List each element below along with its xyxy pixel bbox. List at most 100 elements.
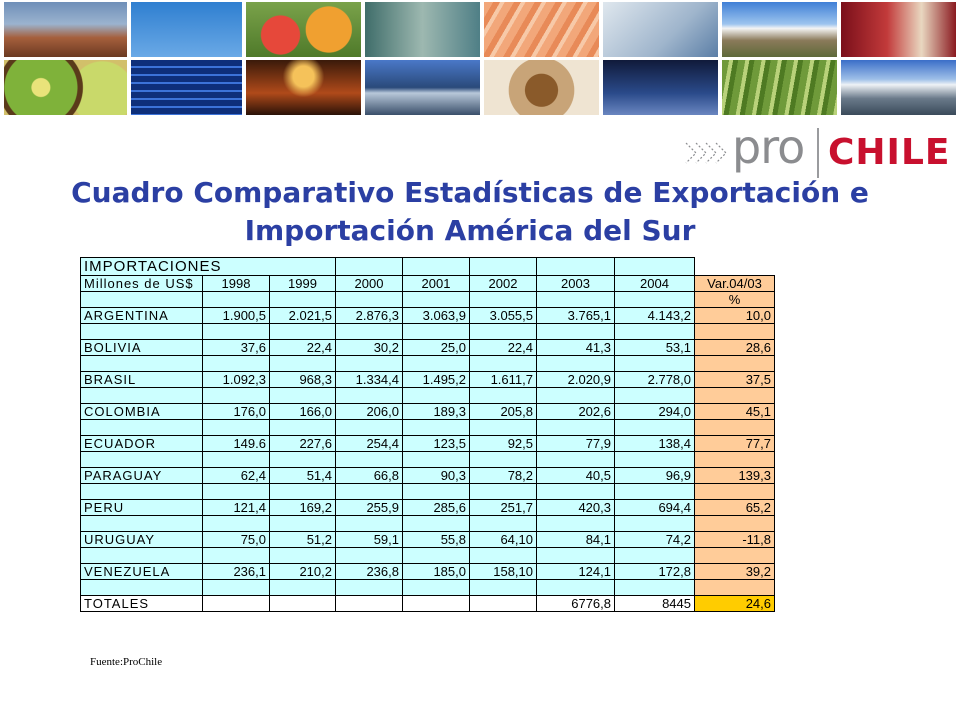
empty-cell — [402, 483, 470, 500]
empty-cell — [202, 387, 270, 404]
table-row: ECUADOR 149.6 227,6 254,4 123,5 92,5 77,9 138,4… — [80, 435, 775, 452]
value-cell: 251,7 — [469, 499, 537, 516]
value-cell: 77,9 — [536, 435, 615, 452]
spacer-row — [80, 579, 775, 596]
banner-photo-concert — [246, 60, 361, 115]
value-cell: 55,8 — [402, 531, 470, 548]
empty-cell — [202, 515, 270, 532]
value-cell: 78,2 — [469, 467, 537, 484]
empty-cell — [402, 547, 470, 564]
header-col: Var.04/03 — [694, 275, 775, 292]
empty-cell — [614, 291, 695, 308]
table-row: PERU 121,4 169,2 255,9 285,6 251,7 420,3 694,4 6… — [80, 499, 775, 516]
empty-cell — [269, 547, 336, 564]
value-cell: 138,4 — [614, 435, 695, 452]
photo-banner — [0, 0, 960, 118]
empty-cell — [614, 387, 695, 404]
value-cell: 1.611,7 — [469, 371, 537, 388]
empty-cell — [694, 483, 775, 500]
empty-cell — [402, 579, 470, 596]
empty-cell — [80, 419, 203, 436]
empty-cell — [269, 483, 336, 500]
empty-cell — [80, 483, 203, 500]
country-name: PERU — [80, 499, 203, 516]
title-line-1: Cuadro Comparativo Estadísticas de Expor… — [71, 176, 869, 209]
banner-photo-runway-lights — [603, 60, 718, 115]
value-cell: 25,0 — [402, 339, 470, 356]
value-cell: 123,5 — [402, 435, 470, 452]
header-col: 2001 — [402, 275, 470, 292]
value-cell: 3.063,9 — [402, 307, 470, 324]
banner-photo-apples — [246, 2, 361, 57]
value-cell: 968,3 — [269, 371, 336, 388]
empty-cell — [202, 483, 270, 500]
table-unit-row: % — [80, 291, 775, 308]
empty-cell — [614, 451, 695, 468]
empty-cell — [269, 291, 336, 308]
spacer-row — [80, 387, 775, 404]
banner-photo-office-worker — [365, 2, 480, 57]
totals-variation: 24,6 — [694, 595, 775, 612]
value-cell: 210,2 — [269, 563, 336, 580]
empty-cell — [536, 291, 615, 308]
country-name: PARAGUAY — [80, 467, 203, 484]
table-header-row: Millones de US$ 1998 1999 2000 2001 2002 2003 2… — [80, 275, 775, 292]
empty-cell — [469, 257, 537, 276]
empty-cell — [80, 451, 203, 468]
value-cell: 420,3 — [536, 499, 615, 516]
empty-cell — [614, 323, 695, 340]
empty-cell — [694, 355, 775, 372]
banner-photo-seafood — [484, 60, 599, 115]
value-cell: 90,3 — [402, 467, 470, 484]
value-cell: 51,4 — [269, 467, 336, 484]
empty-cell — [469, 515, 537, 532]
value-cell: 1.092,3 — [202, 371, 270, 388]
empty-cell — [614, 257, 695, 276]
banner-photo-source-code — [131, 60, 242, 115]
empty-cell — [80, 355, 203, 372]
country-name: COLOMBIA — [80, 403, 203, 420]
empty-cell — [536, 451, 615, 468]
spacer-row — [80, 451, 775, 468]
country-name: BRASIL — [80, 371, 203, 388]
value-cell: 37,6 — [202, 339, 270, 356]
empty-cell — [536, 579, 615, 596]
variation-value: 28,6 — [694, 339, 775, 356]
variation-value: 39,2 — [694, 563, 775, 580]
empty-cell — [402, 257, 470, 276]
value-cell: 158,10 — [469, 563, 537, 580]
variation-value: 45,1 — [694, 403, 775, 420]
empty-cell — [469, 579, 537, 596]
section-title: IMPORTACIONES — [80, 257, 336, 276]
value-cell: 74,2 — [614, 531, 695, 548]
variation-value: 139,3 — [694, 467, 775, 484]
empty-cell — [269, 451, 336, 468]
value-cell: 3.055,5 — [469, 307, 537, 324]
empty-cell — [202, 323, 270, 340]
value-cell: 92,5 — [469, 435, 537, 452]
empty-cell — [536, 387, 615, 404]
value-cell: 41,3 — [536, 339, 615, 356]
banner-photo-chart-paper — [603, 2, 718, 57]
empty-cell — [335, 547, 403, 564]
empty-cell — [402, 323, 470, 340]
empty-cell — [614, 547, 695, 564]
empty-cell — [614, 419, 695, 436]
value-cell: 64,10 — [469, 531, 537, 548]
title-line-2: Importación América del Sur — [244, 214, 696, 247]
empty-cell — [80, 323, 203, 340]
empty-cell — [80, 579, 203, 596]
imports-table: IMPORTACIONES Millones de US$ 1998 1999 2000… — [80, 257, 775, 612]
empty-cell — [402, 515, 470, 532]
empty-cell — [80, 515, 203, 532]
empty-cell — [80, 547, 203, 564]
value-cell: 2.021,5 — [269, 307, 336, 324]
country-name: ARGENTINA — [80, 307, 203, 324]
variation-value: 37,5 — [694, 371, 775, 388]
empty-cell — [469, 387, 537, 404]
value-cell: 84,1 — [536, 531, 615, 548]
variation-value: 10,0 — [694, 307, 775, 324]
empty-cell — [469, 323, 537, 340]
value-cell: 75,0 — [202, 531, 270, 548]
value-cell: 254,4 — [335, 435, 403, 452]
